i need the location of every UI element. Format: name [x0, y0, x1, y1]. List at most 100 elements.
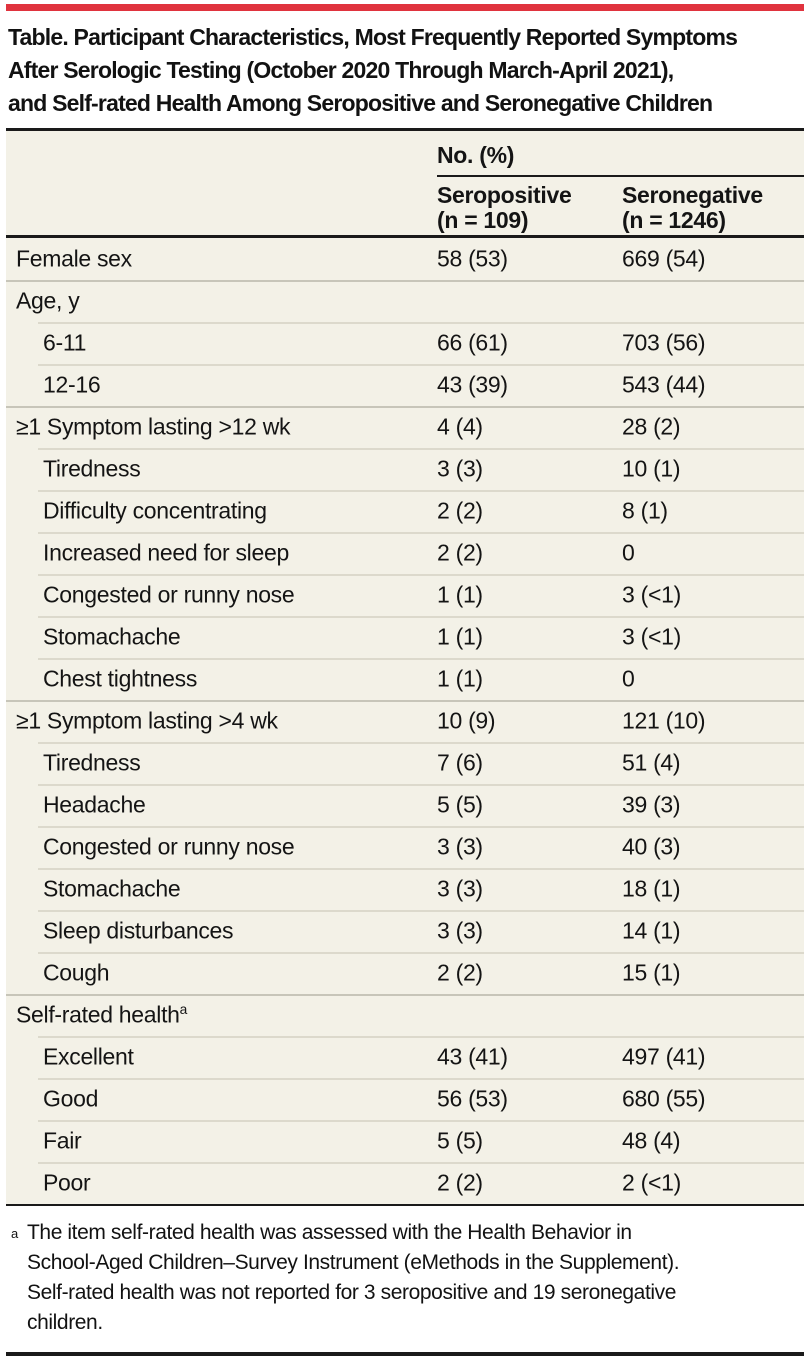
- table-row: Fair 5 (5) 48 (4): [6, 1120, 804, 1162]
- table-row: Stomachache 1 (1) 3 (<1): [6, 616, 804, 658]
- row-label: Good: [43, 1085, 99, 1112]
- row-label: Sleep disturbances: [43, 917, 234, 944]
- row-label: Fair: [43, 1127, 82, 1154]
- cell-seropositive: 2 (2): [437, 1169, 483, 1196]
- column-header-seronegative: Seronegative (n = 1246): [622, 183, 763, 233]
- cell-seropositive: 5 (5): [437, 1127, 483, 1154]
- cell-seronegative: 8 (1): [622, 497, 668, 524]
- row-label: Cough: [43, 959, 110, 986]
- cell-seronegative: 0: [622, 665, 635, 692]
- column-group-label: No. (%): [437, 142, 515, 168]
- cell-seronegative: 48 (4): [622, 1127, 681, 1154]
- row-label: Headache: [43, 791, 146, 818]
- cell-seronegative: 2 (<1): [622, 1169, 681, 1196]
- row-label: Stomachache: [43, 623, 181, 650]
- cell-seronegative: 497 (41): [622, 1043, 706, 1070]
- cell-seronegative: 3 (<1): [622, 623, 681, 650]
- table-row: Cough 2 (2) 15 (1): [6, 952, 804, 994]
- row-label: Congested or runny nose: [43, 833, 295, 860]
- cell-seronegative: 51 (4): [622, 749, 681, 776]
- row-label: Age, y: [16, 287, 80, 314]
- table-row: Stomachache 3 (3) 18 (1): [6, 868, 804, 910]
- cell-seropositive: 10 (9): [437, 707, 496, 734]
- table-row: ≥1 Symptom lasting >12 wk 4 (4) 28 (2): [6, 406, 804, 448]
- table-title-line: and Self-rated Health Among Seropositive…: [8, 90, 713, 116]
- cell-seropositive: 2 (2): [437, 539, 483, 566]
- cell-seropositive: 58 (53): [437, 245, 508, 272]
- column-header-seropositive: Seropositive (n = 109): [437, 182, 572, 233]
- cell-seropositive: 3 (3): [437, 875, 483, 902]
- table-row: Chest tightness 1 (1) 0: [6, 658, 804, 700]
- cell-seropositive: 43 (39): [437, 371, 508, 398]
- row-label: Difficulty concentrating: [43, 497, 267, 524]
- cell-seronegative: 39 (3): [622, 791, 681, 818]
- table-row: Congested or runny nose 1 (1) 3 (<1): [6, 574, 804, 616]
- cell-seropositive: 56 (53): [437, 1085, 508, 1112]
- table-title-line: After Serologic Testing (October 2020 Th…: [8, 57, 674, 83]
- cell-seropositive: 5 (5): [437, 791, 483, 818]
- cell-seropositive: 4 (4): [437, 413, 483, 440]
- cell-seropositive: 7 (6): [437, 749, 483, 776]
- row-label: Tiredness: [43, 749, 141, 776]
- row-label: 12-16: [43, 371, 101, 398]
- table-title-line: Table. Participant Characteristics, Most…: [8, 24, 738, 50]
- table-footnote: a The item self-rated health was assesse…: [10, 1218, 800, 1338]
- table-panel: No. (%) Seropositive (n = 109) Seronegat…: [6, 128, 804, 1206]
- footnote-marker: a: [11, 1226, 18, 1241]
- row-label-superscript: a: [179, 1001, 188, 1017]
- row-label: Self-rated healtha: [16, 1001, 188, 1028]
- cell-seronegative: 703 (56): [622, 329, 706, 356]
- table-row: Congested or runny nose 3 (3) 40 (3): [6, 826, 804, 868]
- table-header: No. (%) Seropositive (n = 109) Seronegat…: [6, 131, 804, 238]
- table-row: 6-11 66 (61) 703 (56): [6, 322, 804, 364]
- column-group-underline: [437, 175, 804, 177]
- cell-seronegative: 40 (3): [622, 833, 681, 860]
- row-label: ≥1 Symptom lasting >4 wk: [16, 707, 278, 734]
- table-row: ≥1 Symptom lasting >4 wk 10 (9) 121 (10): [6, 700, 804, 742]
- cell-seropositive: 2 (2): [437, 959, 483, 986]
- cell-seronegative: 14 (1): [622, 917, 681, 944]
- table-row: Sleep disturbances 3 (3) 14 (1): [6, 910, 804, 952]
- table-row: Headache 5 (5) 39 (3): [6, 784, 804, 826]
- cell-seronegative: 28 (2): [622, 413, 681, 440]
- cell-seronegative: 0: [622, 539, 635, 566]
- row-label: Excellent: [43, 1043, 134, 1070]
- table-row: Excellent 43 (41) 497 (41): [6, 1036, 804, 1078]
- row-label: Stomachache: [43, 875, 181, 902]
- cell-seronegative: 3 (<1): [622, 581, 681, 608]
- row-label: Increased need for sleep: [43, 539, 289, 566]
- row-label: Chest tightness: [43, 665, 198, 692]
- row-label: Poor: [43, 1169, 91, 1196]
- table-row: Female sex 58 (53) 669 (54): [6, 238, 804, 280]
- cell-seronegative: 18 (1): [622, 875, 681, 902]
- table-row: Good 56 (53) 680 (55): [6, 1078, 804, 1120]
- footnote-line: School-Aged Children–Survey Instrument (…: [27, 1251, 680, 1274]
- cell-seropositive: 3 (3): [437, 455, 483, 482]
- table-row: Self-rated healtha: [6, 994, 804, 1036]
- cell-seropositive: 3 (3): [437, 833, 483, 860]
- column-header-name: Seronegative: [622, 182, 763, 208]
- cell-seropositive: 66 (61): [437, 329, 508, 356]
- cell-seronegative: 680 (55): [622, 1085, 706, 1112]
- row-label: 6-11: [43, 329, 87, 356]
- table-row: Increased need for sleep 2 (2) 0: [6, 532, 804, 574]
- table-row: Difficulty concentrating 2 (2) 8 (1): [6, 490, 804, 532]
- footnote-line: Self-rated health was not reported for 3…: [27, 1281, 677, 1304]
- column-header-n: (n = 1246): [622, 207, 726, 233]
- footnote-line: The item self-rated health was assessed …: [27, 1221, 632, 1244]
- footnote-line: children.: [27, 1311, 103, 1334]
- table-row: 12-16 43 (39) 543 (44): [6, 364, 804, 406]
- cell-seropositive: 1 (1): [437, 581, 483, 608]
- table-row: Tiredness 3 (3) 10 (1): [6, 448, 804, 490]
- table-title: Table. Participant Characteristics, Most…: [8, 21, 738, 120]
- table-body: Female sex 58 (53) 669 (54) Age, y 6-11 66 (6…: [6, 238, 804, 1204]
- cell-seropositive: 43 (41): [437, 1043, 508, 1070]
- cell-seronegative: 543 (44): [622, 371, 706, 398]
- cell-seronegative: 669 (54): [622, 245, 706, 272]
- column-header-n: (n = 109): [437, 207, 529, 233]
- column-header-name: Seropositive: [437, 182, 572, 208]
- accent-top-rule: [6, 4, 804, 11]
- cell-seropositive: 3 (3): [437, 917, 483, 944]
- cell-seronegative: 121 (10): [622, 707, 706, 734]
